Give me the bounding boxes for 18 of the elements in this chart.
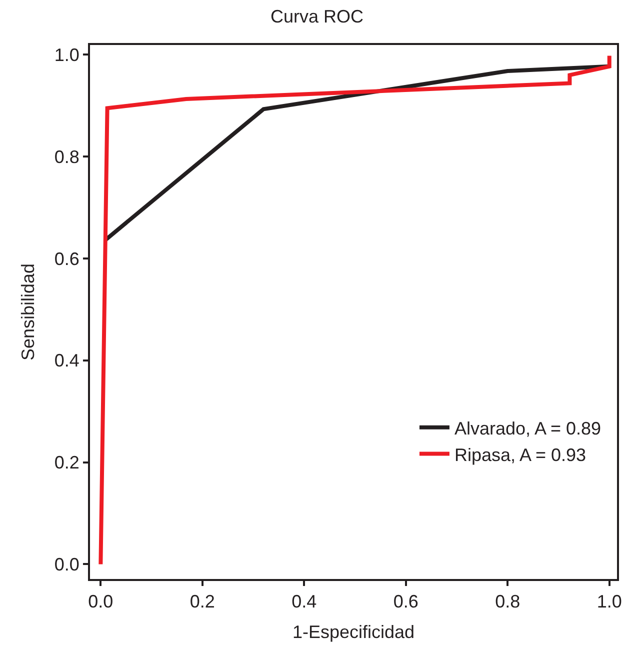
legend-label: Ripasa, A = 0.93 [454,444,586,465]
x-axis-title: 1-Especificidad [292,622,415,642]
y-tick-label: 0.4 [54,350,80,371]
y-tick-label: 1.0 [54,44,80,65]
y-tick-label: 0.0 [54,554,80,575]
x-tick-label: 0.8 [495,592,520,612]
line-series [98,54,612,566]
legend-label: Alvarado, A = 0.89 [454,418,602,438]
y-tick-label: 0.8 [54,146,80,167]
x-tick-label: 1.0 [596,592,622,612]
y-axis-title: Sensibilidad [18,263,38,361]
x-tick-label: 0.6 [393,592,418,612]
chart-title: Curva ROC [270,6,364,26]
y-tick-label: 0.6 [54,248,80,269]
x-tick-label: 0.0 [88,592,114,612]
x-tick-label: 0.2 [190,592,215,612]
x-tick-label: 0.4 [292,592,317,612]
y-tick-label: 0.2 [54,452,80,473]
